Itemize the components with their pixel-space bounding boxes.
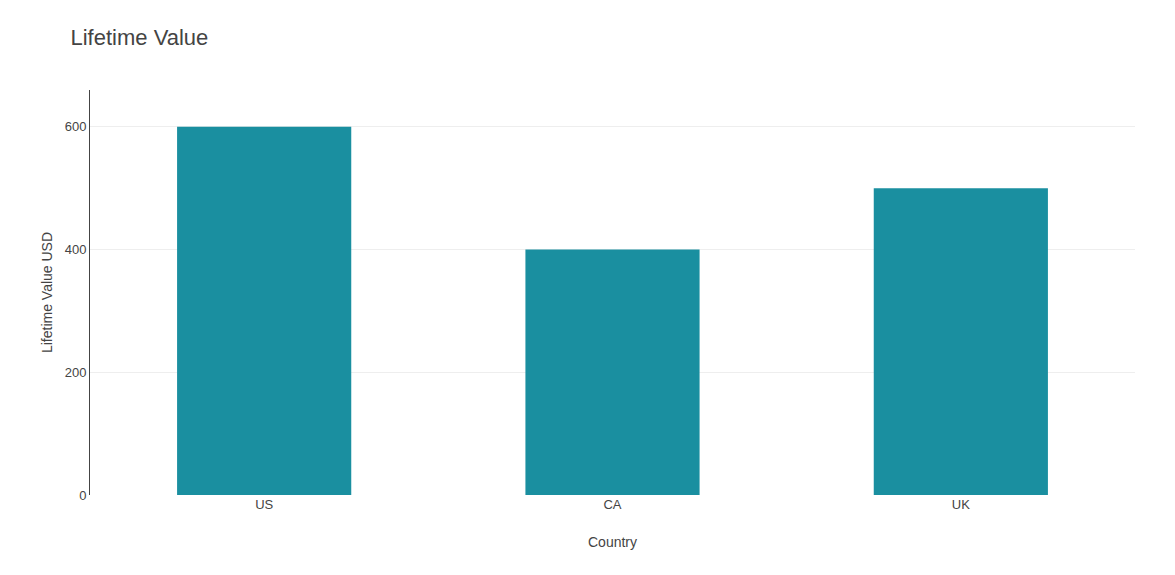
- svg-text:Country: Country: [588, 534, 637, 550]
- svg-text:Lifetime Value USD: Lifetime Value USD: [39, 232, 55, 353]
- svg-text:600: 600: [65, 119, 87, 134]
- svg-text:CA: CA: [603, 497, 621, 512]
- svg-text:0: 0: [79, 488, 86, 503]
- svg-text:200: 200: [65, 365, 87, 380]
- svg-text:Lifetime Value: Lifetime Value: [71, 25, 209, 50]
- svg-text:US: US: [255, 497, 273, 512]
- svg-text:UK: UK: [952, 497, 970, 512]
- svg-text:400: 400: [65, 242, 87, 257]
